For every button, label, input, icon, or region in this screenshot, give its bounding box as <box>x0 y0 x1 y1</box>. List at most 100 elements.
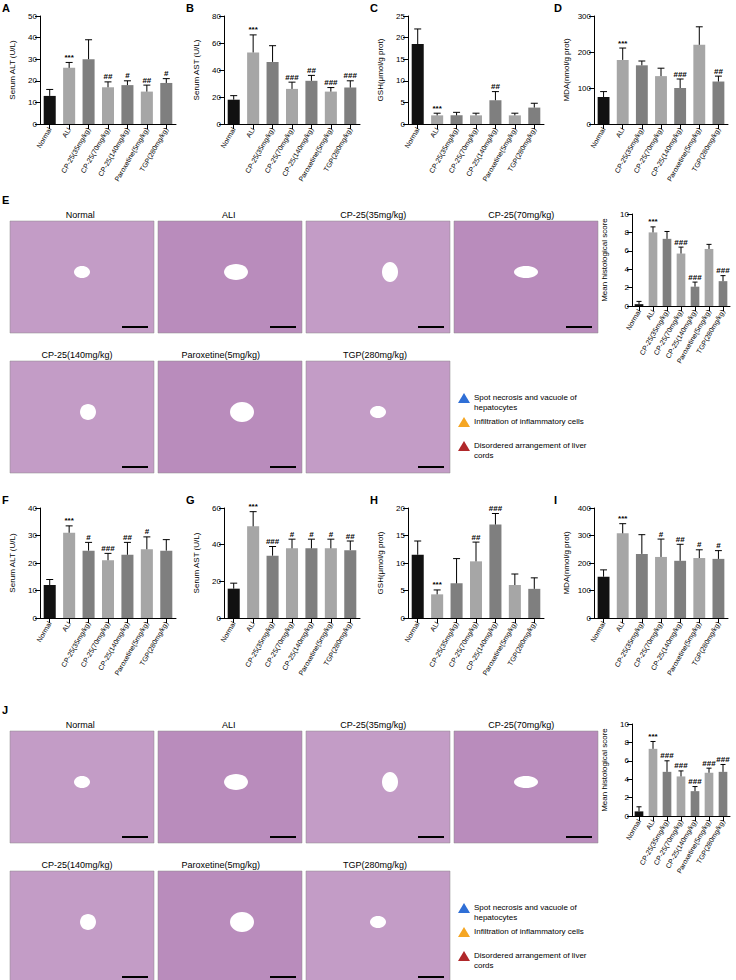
svg-text:0: 0 <box>401 120 406 129</box>
svg-text:F: F <box>2 494 9 506</box>
svg-text:10: 10 <box>28 98 37 107</box>
svg-text:10: 10 <box>396 76 405 85</box>
svg-text:***: *** <box>618 39 628 48</box>
svg-text:20: 20 <box>212 93 221 102</box>
svg-text:#: # <box>86 533 91 542</box>
svg-text:6: 6 <box>625 246 630 255</box>
svg-text:#: # <box>164 69 169 78</box>
svg-text:10: 10 <box>396 559 405 568</box>
svg-text:###: ### <box>688 273 702 282</box>
svg-text:0: 0 <box>625 812 630 821</box>
svg-text:300: 300 <box>578 531 592 540</box>
svg-text:G: G <box>186 494 195 506</box>
svg-text:TGP(280mg/kg): TGP(280mg/kg) <box>138 126 170 173</box>
svg-text:2: 2 <box>625 283 630 292</box>
svg-text:Normal: Normal <box>35 620 53 643</box>
svg-text:6: 6 <box>625 756 630 765</box>
svg-text:MDA(nmol/g prot): MDA(nmol/g prot) <box>562 531 571 594</box>
svg-text:Paroxetine(5mg/kg): Paroxetine(5mg/kg) <box>113 126 150 183</box>
svg-text:100: 100 <box>578 84 592 93</box>
svg-text:30: 30 <box>28 55 37 64</box>
svg-text:2: 2 <box>625 793 630 802</box>
svg-text:300: 300 <box>578 12 592 21</box>
svg-text:TGP(280mg/kg): TGP(280mg/kg) <box>691 620 723 667</box>
svg-text:80: 80 <box>212 12 221 21</box>
svg-text:CP-25(140mg/kg): CP-25(140mg/kg) <box>42 860 113 870</box>
svg-text:###: ### <box>660 751 674 760</box>
svg-text:40: 40 <box>28 33 37 42</box>
svg-text:GSH(μmol/g prot): GSH(μmol/g prot) <box>376 38 385 101</box>
svg-text:##: ## <box>491 82 500 91</box>
svg-text:Normal: Normal <box>403 126 421 149</box>
svg-text:CP-25(70mg/kg): CP-25(70mg/kg) <box>488 210 554 220</box>
svg-text:##: ## <box>123 533 132 542</box>
svg-text:TGP(280mg/kg): TGP(280mg/kg) <box>322 126 354 173</box>
svg-text:Disordered arrangement of live: Disordered arrangement of liver <box>474 951 589 960</box>
svg-text:200: 200 <box>578 559 592 568</box>
svg-text:#: # <box>716 541 721 550</box>
svg-text:0: 0 <box>587 614 592 623</box>
svg-text:Normal: Normal <box>589 126 607 149</box>
svg-text:TGP(280mg/kg): TGP(280mg/kg) <box>506 126 538 173</box>
svg-text:Serum AST (U/L): Serum AST (U/L) <box>192 532 201 593</box>
svg-text:***: *** <box>648 732 658 741</box>
svg-text:***: *** <box>432 580 442 589</box>
svg-text:20: 20 <box>212 577 221 586</box>
svg-text:cords: cords <box>474 961 494 970</box>
svg-text:***: *** <box>618 514 628 523</box>
svg-text:Paroxetine(5mg/kg): Paroxetine(5mg/kg) <box>481 126 518 183</box>
svg-text:10: 10 <box>620 720 629 729</box>
svg-text:***: *** <box>248 25 258 34</box>
svg-text:25: 25 <box>396 12 405 21</box>
svg-text:0: 0 <box>217 120 222 129</box>
svg-text:I: I <box>554 494 557 506</box>
svg-text:5: 5 <box>401 98 406 107</box>
svg-text:##: ## <box>142 76 151 85</box>
svg-text:MDA(nmol/g prot): MDA(nmol/g prot) <box>562 38 571 101</box>
svg-text:40: 40 <box>28 504 37 513</box>
svg-text:E: E <box>2 194 9 206</box>
svg-text:4: 4 <box>625 775 630 784</box>
svg-text:TGP(280mg/kg): TGP(280mg/kg) <box>343 860 407 870</box>
svg-text:#: # <box>145 527 150 536</box>
svg-text:#: # <box>329 530 334 539</box>
svg-text:0: 0 <box>625 302 630 311</box>
svg-text:Serum ALT (U/L): Serum ALT (U/L) <box>8 533 17 593</box>
svg-text:###: ### <box>324 78 338 87</box>
svg-text:TGP(280mg/kg): TGP(280mg/kg) <box>138 620 170 667</box>
svg-text:Normal: Normal <box>589 620 607 643</box>
svg-text:ALI: ALI <box>645 308 656 321</box>
svg-text:Normal: Normal <box>66 210 95 220</box>
svg-text:#: # <box>697 540 702 549</box>
svg-text:20: 20 <box>396 33 405 42</box>
svg-text:###: ### <box>716 266 730 275</box>
svg-text:Normal: Normal <box>219 126 237 149</box>
svg-text:0: 0 <box>217 614 222 623</box>
svg-text:Normal: Normal <box>403 620 421 643</box>
svg-text:40: 40 <box>212 540 221 549</box>
svg-text:###: ### <box>489 504 503 513</box>
svg-text:###: ### <box>673 70 687 79</box>
svg-text:###: ### <box>716 755 730 764</box>
svg-text:100: 100 <box>578 586 592 595</box>
svg-text:60: 60 <box>212 504 221 513</box>
svg-text:##: ## <box>104 72 113 81</box>
svg-text:50: 50 <box>28 12 37 21</box>
svg-text:Paroxetine(5mg/kg): Paroxetine(5mg/kg) <box>666 620 703 677</box>
svg-text:60: 60 <box>212 39 221 48</box>
svg-text:###: ### <box>688 777 702 786</box>
svg-text:20: 20 <box>28 559 37 568</box>
svg-text:#: # <box>659 530 664 539</box>
svg-text:Paroxetine(5mg/kg): Paroxetine(5mg/kg) <box>113 620 150 677</box>
svg-text:***: *** <box>248 502 258 511</box>
svg-text:10: 10 <box>28 586 37 595</box>
svg-text:40: 40 <box>212 66 221 75</box>
svg-text:CP-25(140mg/kg): CP-25(140mg/kg) <box>42 350 113 360</box>
svg-text:***: *** <box>64 53 74 62</box>
svg-text:Infiltration of inflammatory c: Infiltration of inflammatory cells <box>474 927 584 936</box>
svg-text:Normal: Normal <box>625 818 643 841</box>
svg-text:***: *** <box>648 217 658 226</box>
svg-text:Infiltration of inflammatory c: Infiltration of inflammatory cells <box>474 417 584 426</box>
svg-text:#: # <box>125 71 130 80</box>
svg-text:0: 0 <box>33 614 38 623</box>
